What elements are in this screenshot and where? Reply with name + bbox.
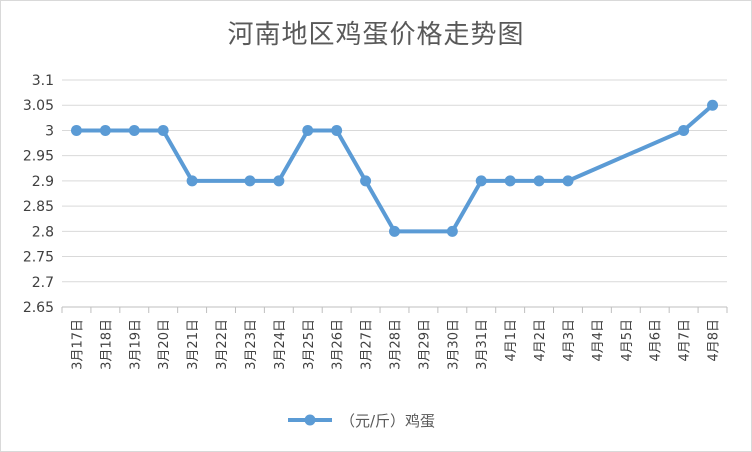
data-point	[244, 175, 256, 187]
x-tick-label: 3月29日	[417, 319, 432, 370]
data-point	[331, 124, 343, 136]
y-tick-label: 3.05	[23, 98, 54, 114]
x-tick-label: 3月21日	[186, 319, 201, 370]
x-tick-label: 3月22日	[215, 319, 230, 370]
legend: （元/斤）鸡蛋	[288, 412, 435, 430]
data-point	[475, 175, 487, 187]
legend-label: （元/斤）鸡蛋	[340, 412, 435, 430]
x-tick-label: 4月7日	[678, 319, 693, 362]
y-tick-label: 2.75	[23, 250, 54, 266]
data-point	[678, 124, 690, 136]
data-point	[302, 124, 314, 136]
y-tick-label: 2.65	[23, 300, 54, 316]
x-tick-label: 4月8日	[707, 319, 722, 362]
data-point	[389, 225, 400, 237]
x-tick-label: 3月28日	[389, 319, 404, 370]
x-tick-label: 4月6日	[649, 319, 664, 362]
series-line	[76, 103, 714, 234]
x-tick-label: 3月18日	[99, 319, 114, 370]
x-tick-label: 4月3日	[562, 319, 577, 362]
data-point	[186, 175, 198, 187]
series-layer	[70, 99, 719, 237]
y-tick-label: 2.95	[23, 149, 54, 165]
x-tick-label: 3月23日	[244, 319, 259, 370]
x-tick-label: 3月20日	[157, 319, 172, 370]
y-tick-label: 2.9	[32, 174, 54, 190]
x-tick-label: 3月17日	[70, 319, 85, 370]
data-point	[533, 175, 545, 187]
y-tick-label: 3	[45, 123, 54, 139]
x-tick-label: 3月19日	[128, 319, 143, 370]
data-point	[446, 225, 458, 237]
x-tick-label: 4月2日	[533, 319, 548, 362]
y-tick-label: 3.1	[32, 73, 54, 89]
x-tick-label: 3月27日	[360, 319, 375, 370]
y-tick-label: 2.85	[23, 199, 54, 215]
x-tick-label: 3月30日	[446, 319, 461, 370]
x-tick-label: 4月1日	[504, 319, 519, 362]
data-point	[157, 124, 169, 136]
y-tick-label: 2.8	[32, 224, 54, 240]
x-tick-label: 3月31日	[475, 319, 490, 370]
grid-layer	[61, 79, 728, 313]
data-point	[360, 175, 372, 187]
x-tick-label: 3月26日	[331, 319, 346, 370]
y-axis-ticks: 2.65 2.7 2.75 2.8 2.85 2.9 2.95 3 3.05 3.1	[23, 73, 54, 316]
x-tick-label: 4月5日	[620, 319, 635, 362]
chart-title: 河南地区鸡蛋价格走势图	[227, 20, 525, 50]
data-point	[70, 124, 82, 136]
data-point	[128, 124, 140, 136]
x-tick-label: 4月4日	[591, 319, 606, 362]
x-tick-label: 3月25日	[302, 319, 317, 370]
data-point	[273, 175, 285, 187]
legend-marker-swatch	[304, 414, 316, 426]
x-tick-label: 3月24日	[273, 319, 288, 370]
y-tick-label: 2.7	[32, 275, 54, 291]
data-point	[707, 99, 719, 111]
data-point	[504, 175, 516, 187]
x-axis-ticks: 3月17日 3月18日 3月19日 3月20日 3月21日 3月22日 3月23日 3月24日…	[70, 319, 721, 370]
data-point	[99, 124, 111, 136]
data-point	[562, 175, 574, 187]
